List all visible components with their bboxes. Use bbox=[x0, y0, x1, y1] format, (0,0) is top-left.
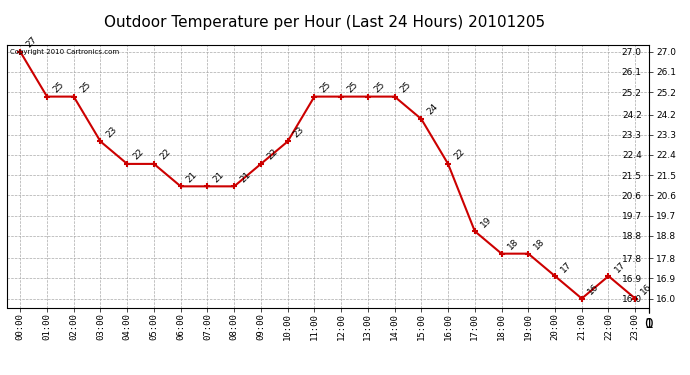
Text: Copyright 2010 Cartronics.com: Copyright 2010 Cartronics.com bbox=[10, 49, 119, 55]
Text: 17: 17 bbox=[559, 260, 573, 274]
Text: Outdoor Temperature per Hour (Last 24 Hours) 20101205: Outdoor Temperature per Hour (Last 24 Ho… bbox=[104, 15, 545, 30]
Text: 22: 22 bbox=[265, 147, 279, 162]
Text: 21: 21 bbox=[212, 170, 226, 184]
Text: 24: 24 bbox=[426, 102, 440, 117]
Text: 23: 23 bbox=[292, 125, 306, 139]
Text: 25: 25 bbox=[372, 80, 386, 94]
Text: 22: 22 bbox=[131, 147, 146, 162]
Text: 23: 23 bbox=[105, 125, 119, 139]
Text: 25: 25 bbox=[399, 80, 413, 94]
Text: 27: 27 bbox=[24, 35, 39, 50]
Text: 22: 22 bbox=[158, 147, 172, 162]
Text: 18: 18 bbox=[533, 237, 547, 252]
Text: 25: 25 bbox=[345, 80, 359, 94]
Text: 18: 18 bbox=[506, 237, 520, 252]
Text: 16: 16 bbox=[640, 282, 654, 296]
Text: 16: 16 bbox=[586, 282, 600, 296]
Text: 21: 21 bbox=[185, 170, 199, 184]
Text: 25: 25 bbox=[78, 80, 92, 94]
Text: 19: 19 bbox=[479, 214, 493, 229]
Text: 17: 17 bbox=[613, 260, 627, 274]
Text: 25: 25 bbox=[319, 80, 333, 94]
Text: 21: 21 bbox=[238, 170, 253, 184]
Text: 22: 22 bbox=[452, 147, 466, 162]
Text: 25: 25 bbox=[51, 80, 66, 94]
